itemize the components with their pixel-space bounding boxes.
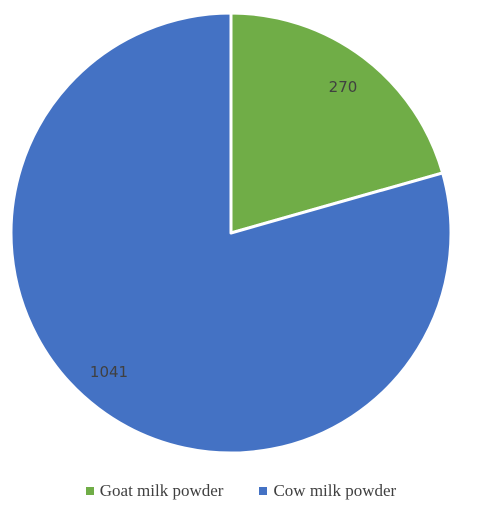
legend-item-goat-milk-powder: Goat milk powder (85, 481, 224, 501)
data-label-goat-milk-powder: 270 (329, 78, 358, 96)
pie-chart: 270 1041 (9, 11, 453, 455)
legend-label-goat: Goat milk powder (99, 481, 224, 500)
legend: Goat milk powder Cow milk powder (0, 481, 482, 501)
legend-label-cow: Cow milk powder (273, 481, 397, 500)
legend-item-cow-milk-powder: Cow milk powder (259, 481, 396, 501)
legend-swatch-cow (259, 487, 268, 495)
pie-slice-goat-milk-powder (229, 11, 445, 235)
pie-slice-cow-milk-powder (9, 11, 453, 455)
legend-swatch-goat (85, 487, 94, 495)
data-label-cow-milk-powder: 1041 (90, 363, 128, 381)
